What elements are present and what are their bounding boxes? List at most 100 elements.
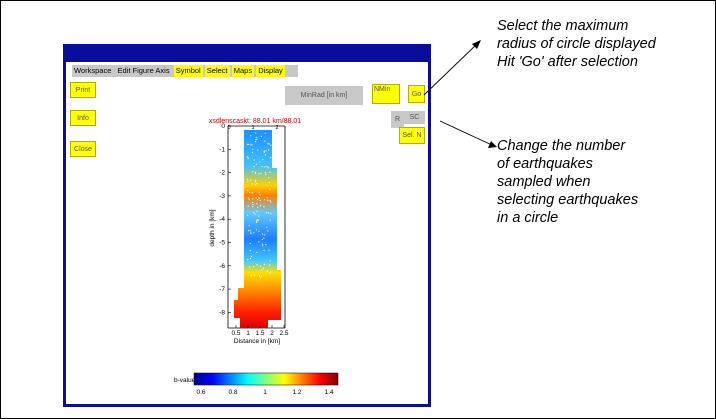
earthquake-dot — [264, 166, 266, 168]
earthquake-dot — [266, 197, 268, 199]
earthquake-dot — [270, 144, 272, 146]
earthquake-dot — [252, 148, 254, 150]
earthquake-dot — [258, 241, 260, 243]
earthquake-dot — [259, 194, 261, 196]
earthquake-dot — [255, 132, 257, 134]
earthquake-dot — [246, 178, 249, 180]
earthquake-dot — [248, 266, 251, 268]
select-n-button[interactable]: Sel. N — [399, 127, 425, 144]
x-tick-labels: 0.5 1 1.5 2 2.5 — [231, 325, 289, 337]
earthquake-dot — [262, 245, 264, 247]
x-tick-label: 1.5 — [255, 330, 264, 337]
earthquake-dot — [254, 184, 256, 186]
earthquake-dot — [252, 202, 254, 204]
y-tick-label: 0 — [221, 123, 225, 130]
y-tick-label: -4 — [219, 216, 225, 223]
earthquake-dot — [252, 183, 254, 185]
earthquake-dot — [252, 204, 254, 206]
menu-item-edit-figure-axis[interactable]: Edit Figure Axis — [117, 66, 170, 75]
earthquake-dot — [255, 139, 257, 141]
menu-item-symbol[interactable]: Symbol — [173, 65, 203, 77]
matlab-figure-window: Workspace Edit Figure Axis Symbol Select… — [63, 44, 431, 407]
close-button[interactable]: Close — [70, 141, 96, 157]
earthquake-dot — [249, 242, 251, 245]
annotation-bottom-line: of earthquakes — [497, 156, 593, 172]
go-button[interactable]: Go — [408, 85, 425, 103]
earthquake-dot — [269, 188, 271, 190]
earthquake-dot — [256, 264, 258, 266]
earthquake-dot — [269, 171, 271, 173]
annotation-bottom-line: in a circle — [497, 210, 559, 226]
earthquake-dot — [259, 161, 261, 163]
min-radius-field[interactable]: MinRad [in km] — [285, 86, 363, 105]
earthquake-dot — [256, 199, 259, 201]
x-axis-label: Distance in [km] — [234, 338, 280, 345]
earthquake-dot — [247, 181, 249, 183]
print-button[interactable]: Print — [70, 82, 96, 98]
earthquake-dot — [251, 151, 253, 153]
window-titlebar[interactable] — [66, 47, 428, 62]
earthquake-dot — [260, 172, 262, 175]
earthquake-dot — [253, 232, 255, 234]
earthquake-dot — [264, 132, 266, 134]
x-tick-label: 2 — [270, 330, 274, 337]
colorbar-tick-label: 1.4 — [324, 389, 333, 396]
earthquake-dot — [267, 167, 269, 169]
earthquake-dot — [265, 150, 267, 152]
earthquake-dot — [247, 259, 249, 261]
info-button[interactable]: Info — [70, 110, 96, 126]
earthquake-dot — [247, 157, 249, 159]
annotation-top-line: radius of circle displayed — [497, 36, 656, 52]
earthquake-dot — [258, 215, 260, 217]
earthquake-dot — [255, 197, 257, 199]
earthquake-dot — [266, 165, 268, 168]
earthquake-dots — [246, 132, 272, 279]
earthquake-dot — [264, 172, 266, 174]
earthquake-dot — [261, 165, 263, 168]
earthquake-dot — [253, 211, 255, 214]
earthquake-dot — [267, 143, 269, 145]
earthquake-dot — [264, 154, 267, 156]
earthquake-dot — [260, 135, 262, 137]
earthquake-dot — [265, 174, 267, 176]
earthquake-dot — [269, 272, 271, 274]
top-tick-labels: 0 1 2 — [227, 125, 278, 131]
earthquake-dot — [247, 156, 249, 158]
earthquake-dot — [264, 199, 266, 201]
menu-item-display[interactable]: Display — [256, 65, 285, 77]
earthquake-dot — [258, 191, 260, 193]
earthquake-dot — [270, 201, 272, 203]
y-tick-label: -2 — [219, 170, 225, 177]
sc-button[interactable]: SC — [404, 111, 425, 124]
earthquake-dot — [253, 159, 255, 161]
earthquake-dot — [268, 249, 270, 251]
annotation-top-line: Hit 'Go' after selection — [497, 54, 638, 70]
earthquake-dot — [256, 203, 258, 205]
earthquake-dot — [269, 219, 271, 221]
earthquake-dot — [248, 197, 250, 199]
earthquake-dot — [257, 219, 259, 221]
annotation-bottom: Change the number of earthquakes sampled… — [497, 137, 638, 227]
small-toggle-button[interactable]: R — [391, 111, 404, 128]
earthquake-dot — [250, 255, 252, 258]
earthquake-dot — [248, 143, 250, 145]
y-tick-label: -8 — [219, 309, 225, 316]
menu-item-select[interactable]: Select — [204, 65, 230, 77]
earthquake-dot — [263, 151, 265, 153]
earthquake-dot — [248, 225, 250, 227]
menu-item-maps[interactable]: Maps — [231, 65, 255, 77]
earthquake-dot — [254, 172, 257, 174]
earthquake-dot — [246, 156, 248, 158]
earthquake-dot — [255, 136, 257, 138]
earthquake-dot — [256, 138, 258, 140]
earthquake-dot — [263, 249, 265, 252]
menu-item-workspace[interactable]: Workspace — [74, 66, 112, 75]
annotation-top: Select the maximum radius of circle disp… — [497, 17, 656, 71]
nmin-button[interactable]: NMin — [372, 84, 400, 104]
colorbar-label: b-value — [174, 377, 196, 384]
earthquake-dot — [255, 171, 257, 173]
earthquake-dot — [269, 200, 271, 202]
plot-title: xsdlenscaskt: 88.01 km/88.01 — [209, 118, 301, 125]
earthquake-dot — [256, 183, 258, 185]
colorbar-tick-label: 1 — [263, 389, 267, 396]
